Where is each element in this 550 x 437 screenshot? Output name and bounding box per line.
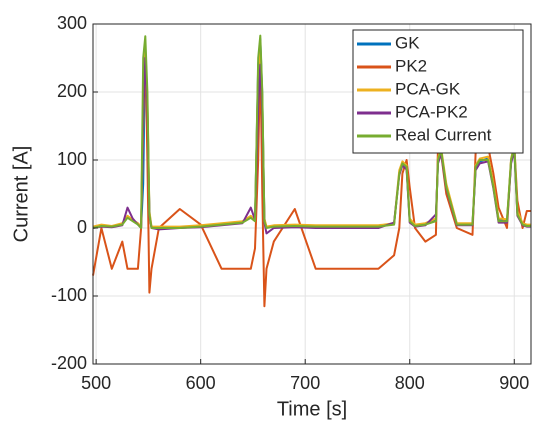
x-tick-label: 800 <box>395 373 425 393</box>
y-tick-label: -200 <box>51 353 87 373</box>
axes-box <box>92 23 532 365</box>
y-tick-label: 0 <box>77 217 87 237</box>
legend: GK PK2 PCA-GK PCA-PK2 Real Current <box>352 29 524 154</box>
y-tick-label: 300 <box>57 13 87 33</box>
legend-label: GK <box>395 33 420 52</box>
y-tick-label: 100 <box>57 149 87 169</box>
x-tick-label: 900 <box>499 373 529 393</box>
x-tick-label: 600 <box>186 373 216 393</box>
x-tick-label: 500 <box>81 373 111 393</box>
legend-label: PCA-PK2 <box>395 102 468 121</box>
x-tick-label: 700 <box>290 373 320 393</box>
legend-label: PK2 <box>395 56 427 75</box>
x-axis-label: Time [s] <box>277 398 347 420</box>
series-line <box>92 34 531 229</box>
y-axis-label: Current [A] <box>10 146 32 243</box>
legend-label: PCA-GK <box>395 79 461 98</box>
y-tick-label: -100 <box>51 285 87 305</box>
legend-label: Real Current <box>395 125 492 144</box>
y-tick-label: 200 <box>57 81 87 101</box>
